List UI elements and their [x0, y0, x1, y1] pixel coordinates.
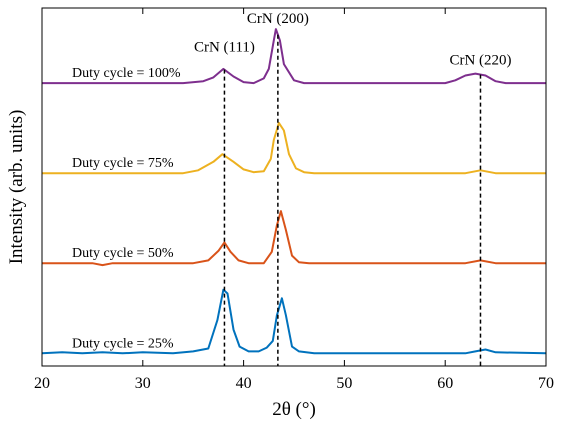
- series-line-2: [42, 121, 546, 175]
- x-tick-label: 50: [336, 375, 352, 392]
- series-label: Duty cycle = 25%: [72, 336, 174, 351]
- x-tick-label: 70: [538, 375, 554, 392]
- annotations: CrN (111) CrN (200) CrN (220) Duty cycle = …: [72, 11, 512, 366]
- x-axis-label: 2θ (°): [272, 399, 316, 420]
- x-tick-label: 20: [34, 375, 50, 392]
- x-tick-label: 40: [236, 375, 252, 392]
- series-label: Duty cycle = 100%: [72, 66, 181, 81]
- x-axis: 20 30 40 50 60 70: [34, 8, 554, 392]
- plot-area: [41, 28, 547, 355]
- y-axis-label: Intensity (arb. units): [6, 110, 27, 265]
- axes-frame: [41, 7, 547, 367]
- x-tick-label: 60: [437, 375, 453, 392]
- peak-label: CrN (200): [247, 11, 309, 27]
- series-label: Duty cycle = 50%: [72, 246, 174, 261]
- peak-label: CrN (111): [194, 40, 255, 56]
- series-label: Duty cycle = 75%: [72, 156, 174, 171]
- series-line-4: [41, 288, 547, 355]
- x-tick-label: 30: [135, 375, 151, 392]
- series-line-1: [42, 28, 546, 85]
- series-line-3: [42, 210, 546, 267]
- peak-label: CrN (220): [449, 53, 511, 69]
